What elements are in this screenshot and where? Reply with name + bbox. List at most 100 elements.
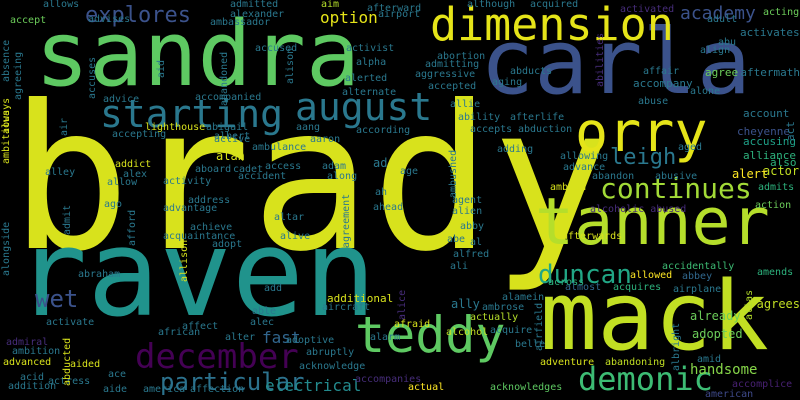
word-adam: adam — [322, 161, 347, 172]
word-alex: alex — [123, 169, 148, 180]
word-across: across — [548, 277, 585, 288]
word-agreement: agreement — [341, 193, 352, 248]
word-accusing: accusing — [743, 135, 796, 148]
word-ally: ally — [451, 297, 480, 311]
word-aaron: aaron — [310, 134, 341, 145]
word-ago: ago — [104, 199, 123, 210]
word-aging: aging — [492, 77, 523, 88]
word-afford: afford — [127, 209, 138, 246]
word-allow: allow — [107, 177, 138, 188]
word-alcoholic-abused: alcoholic abused — [590, 204, 687, 215]
word-acquired: acquired — [530, 0, 579, 10]
word-amid: amid — [697, 354, 722, 365]
word-alison: alison — [285, 47, 296, 84]
word-adopt: adopt — [212, 239, 243, 250]
word-accompanied: accompanied — [195, 92, 262, 103]
word-raven: raven — [15, 205, 377, 344]
word-act: act — [784, 120, 797, 141]
word-teddy: teddy — [355, 306, 506, 364]
word-abruptly: abruptly — [306, 347, 355, 358]
word-abuse: abuse — [638, 96, 669, 107]
word-american: american — [705, 389, 754, 400]
word-alerted: alerted — [345, 73, 388, 84]
word-accepted: accepted — [428, 81, 477, 92]
word-alias: alias — [744, 289, 755, 320]
word-align: align — [700, 45, 731, 56]
word-alfred: alfred — [453, 249, 490, 260]
word-alamein: alamein — [502, 292, 545, 303]
word-actor: actor — [763, 164, 800, 178]
word-ambrose: ambrose — [482, 302, 525, 313]
word-belle: belle — [515, 339, 546, 350]
word-although: although — [467, 0, 516, 10]
word-adoptive: adoptive — [286, 335, 335, 346]
word-airplane: airplane — [673, 284, 722, 295]
word-amends: amends — [757, 267, 794, 278]
word-agreeing: agreeing — [13, 51, 24, 100]
word-ambition: ambition — [12, 346, 61, 357]
word-activist: activist — [346, 43, 395, 54]
word-afraid: afraid — [394, 319, 431, 330]
word-particular: particular — [160, 368, 305, 396]
word-adventure: adventure — [540, 357, 595, 368]
word-aang: aang — [296, 122, 321, 133]
word-abraham: abraham — [78, 269, 121, 280]
word-alert: alert — [732, 167, 769, 181]
word-cheyenne: cheyenne — [737, 125, 790, 138]
word-admit: admit — [62, 204, 73, 235]
word-ambushed: ambushed — [448, 149, 459, 198]
word-agree: agree — [705, 66, 739, 79]
word-ambulance: ambulance — [252, 142, 307, 153]
word-acquaintance: acquaintance — [163, 231, 236, 242]
word-ah: ah — [375, 187, 388, 198]
word-wet: wet — [35, 285, 79, 313]
word-ace: ace — [108, 369, 127, 380]
word-brady: brady — [10, 63, 613, 296]
word-abu: abu — [718, 37, 737, 48]
word-advises: advises — [88, 14, 131, 25]
word-afterward: afterward — [367, 3, 422, 14]
word-aged: aged — [678, 142, 703, 153]
word-aggressive: aggressive — [415, 69, 476, 80]
word-always: always — [1, 97, 12, 134]
word-abortion: abortion — [437, 51, 486, 62]
word-affection: affection — [190, 384, 245, 395]
word-fast: fast — [262, 328, 301, 347]
word-abducted: abducted — [62, 337, 73, 386]
word-option: option — [320, 8, 378, 27]
word-adding: adding — [497, 144, 534, 155]
word-admits: admits — [758, 182, 795, 193]
word-ability: ability — [458, 112, 501, 123]
word-ahead: ahead — [373, 202, 404, 213]
word-admitting: admitting — [425, 59, 480, 70]
word-albright: albright — [671, 322, 682, 371]
word-starting: starting — [100, 92, 284, 136]
word-activates: activates — [740, 26, 800, 39]
word-activity: activity — [163, 176, 212, 187]
word-accepting: accepting — [112, 129, 167, 140]
word-demonic: demonic — [578, 360, 713, 398]
word-aided: aided — [70, 359, 101, 370]
word-december: december — [135, 337, 299, 377]
word-afterlife: afterlife — [510, 112, 565, 123]
word-alarm: alarm — [370, 332, 401, 343]
word-abandoned: abandoned — [219, 51, 230, 106]
word-advance: advance — [563, 162, 606, 173]
word-airfield: airfield — [534, 302, 545, 351]
word-african: african — [158, 327, 201, 338]
word-allison: allison — [179, 239, 190, 282]
word-handsome: handsome — [690, 362, 758, 378]
word-orry: orry — [575, 100, 708, 164]
word-along: along — [327, 171, 358, 182]
word-acknowledge: acknowledge — [299, 361, 366, 372]
word-alcohol: alcohol — [446, 327, 489, 338]
word-advice: advice — [103, 94, 140, 105]
word-leigh: leigh — [610, 145, 677, 170]
word-acid: acid — [20, 372, 45, 383]
word-altar: altar — [274, 212, 305, 223]
word-actual: actual — [408, 382, 445, 393]
word-ad: ad — [373, 156, 388, 170]
word-account: account — [743, 107, 790, 120]
word-alliance: alliance — [743, 149, 796, 162]
word-actually: actually — [470, 312, 519, 323]
